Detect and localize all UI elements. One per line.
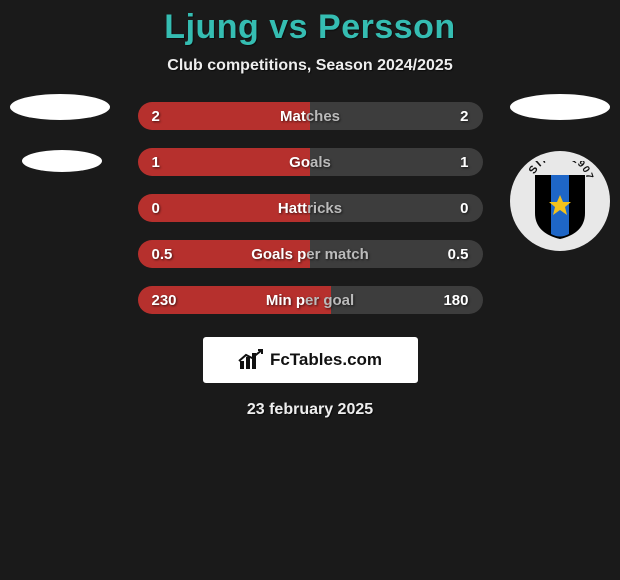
stat-bar: 1 Goals 1 — [138, 148, 483, 176]
watermark-text: FcTables.com — [270, 350, 382, 370]
watermark: FcTables.com — [203, 337, 418, 383]
stat-bar: 0 Hattricks 0 — [138, 194, 483, 222]
stats-block: SIRIUS 1907 2Matches21Goals10Hattricks00… — [0, 93, 620, 323]
stat-value-left: 0 — [152, 200, 192, 217]
stat-value-right: 1 — [429, 154, 469, 171]
stat-value-right: 0.5 — [429, 246, 469, 263]
stat-row: 2 Matches 2 — [0, 93, 620, 139]
stat-value-left: 0.5 — [152, 246, 192, 263]
stat-label: Matches — [280, 108, 340, 125]
page-title: Ljung vs Persson — [164, 8, 455, 47]
stat-label: Goals per match — [251, 246, 369, 263]
stat-bar: 0.5 Goals per match 0.5 — [138, 240, 483, 268]
stat-bar: 2 Matches 2 — [138, 102, 483, 130]
stat-row: 0.5 Goals per match 0.5 — [0, 231, 620, 277]
stat-label: Goals — [289, 154, 331, 171]
stat-row: 230 Min per goal 180 — [0, 277, 620, 323]
stat-value-right: 0 — [429, 200, 469, 217]
stat-value-right: 2 — [429, 108, 469, 125]
page-subtitle: Club competitions, Season 2024/2025 — [167, 57, 452, 75]
stat-label: Min per goal — [266, 292, 354, 309]
stat-row: 0 Hattricks 0 — [0, 185, 620, 231]
stat-value-left: 2 — [152, 108, 192, 125]
stat-value-right: 180 — [429, 292, 469, 309]
comparison-page: Ljung vs Persson Club competitions, Seas… — [0, 0, 620, 580]
stat-value-left: 230 — [152, 292, 192, 309]
stat-bar: 230 Min per goal 180 — [138, 286, 483, 314]
stat-label: Hattricks — [278, 200, 342, 217]
chart-icon — [238, 349, 264, 371]
date-label: 23 february 2025 — [247, 401, 373, 419]
stat-value-left: 1 — [152, 154, 192, 171]
stat-rows: 2 Matches 2 1 Goals 1 0 Hattricks 0 0.5 Goals per … — [0, 93, 620, 323]
stat-row: 1 Goals 1 — [0, 139, 620, 185]
